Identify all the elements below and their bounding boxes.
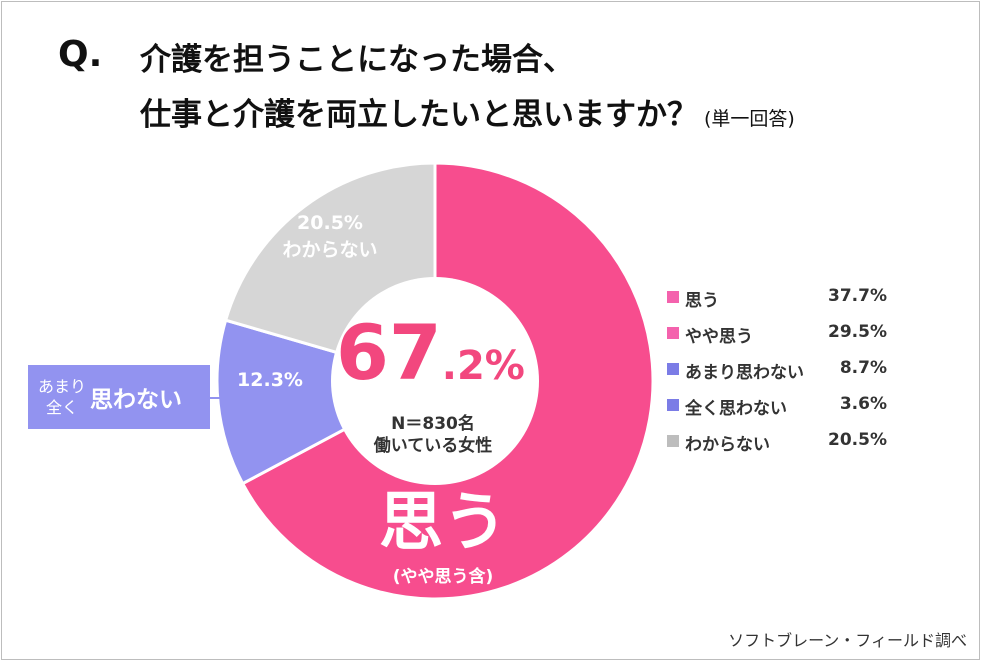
center-percent-decimal: .2%	[441, 343, 525, 389]
legend-value: 3.6%	[839, 394, 887, 414]
donut-hole	[331, 277, 539, 485]
legend-name: 全く思わない	[685, 399, 787, 419]
legend-swatch	[667, 363, 679, 375]
legend-name: あまり思わない	[685, 363, 804, 383]
legend-name: わからない	[685, 435, 770, 455]
question-mark: Q.	[58, 34, 103, 75]
legend-value: 29.5%	[828, 322, 887, 342]
negative-callout-box: あまり 全く 思わない	[28, 365, 210, 429]
dont-know-segment-label: 20.5% わからない	[270, 210, 390, 264]
title-line-1: 介護を担うことになった場合、	[140, 42, 574, 78]
donut-slice-negative	[215, 318, 439, 486]
sample-population: 働いている女性	[373, 436, 493, 456]
dont-know-name: わからない	[282, 239, 378, 261]
callout-connector	[210, 397, 222, 399]
legend-swatch	[667, 327, 679, 339]
source-credit: ソフトブレーン・フィールド調べ	[728, 631, 967, 650]
center-sample-info: N＝830名 働いている女性	[338, 413, 528, 457]
title-line-2-text: 仕事と介護を両立したいと思いますか？	[140, 97, 698, 133]
legend: 思う 37.7% やや思う 29.5% あまり思わない 8.7% 全く思わない 3.6% わから…	[667, 286, 907, 466]
legend-value: 8.7%	[839, 358, 887, 378]
callout-small-line-1: あまり	[38, 377, 87, 396]
center-total-percent: 67.2%	[336, 308, 525, 397]
legend-value: 20.5%	[828, 430, 887, 450]
title-line-2: 仕事と介護を両立したいと思いますか？ (単一回答)	[140, 89, 795, 134]
legend-name: やや思う	[685, 327, 753, 347]
legend-item: 全く思わない 3.6%	[667, 394, 907, 430]
callout-big-text: 思わない	[90, 387, 183, 413]
center-percent-integer: 67	[336, 308, 442, 397]
answer-type-note: (単一回答)	[704, 108, 795, 130]
sample-size: N＝830名	[391, 414, 475, 434]
callout-small-text: あまり 全く	[38, 376, 86, 418]
legend-item: やや思う 29.5%	[667, 322, 907, 358]
legend-swatch	[667, 291, 679, 303]
legend-value: 37.7%	[828, 286, 887, 306]
legend-item: わからない 20.5%	[667, 430, 907, 466]
legend-item: あまり思わない 8.7%	[667, 358, 907, 394]
legend-swatch	[667, 435, 679, 447]
legend-item: 思う 37.7%	[667, 286, 907, 322]
dont-know-value: 20.5%	[297, 212, 363, 234]
positive-segment-sub: (やや思う含)	[392, 567, 494, 587]
legend-name: 思う	[685, 291, 719, 311]
negative-segment-value: 12.3%	[237, 369, 303, 391]
callout-small-line-2: 全く	[46, 398, 79, 417]
positive-segment-name: 思う	[379, 486, 507, 560]
legend-swatch	[667, 399, 679, 411]
